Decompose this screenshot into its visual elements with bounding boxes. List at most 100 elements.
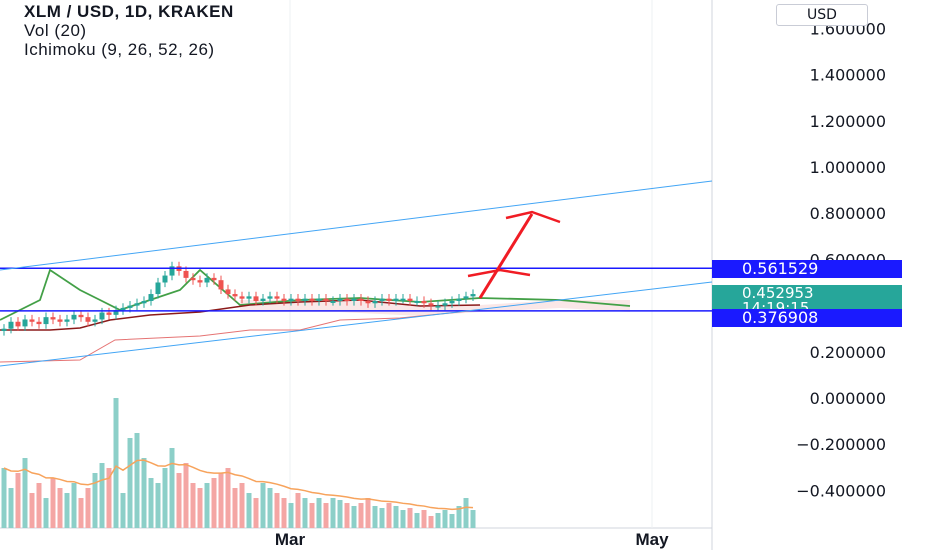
candle-body <box>190 277 196 281</box>
volume-bar <box>449 514 455 528</box>
candle-body <box>99 312 105 320</box>
ichimoku-indicator-label[interactable]: Ichimoku (9, 26, 52, 26) <box>24 40 215 59</box>
volume-bar <box>92 473 98 528</box>
volume-bar <box>78 498 84 528</box>
volume-bar <box>1 468 7 528</box>
volume-bar <box>428 516 434 528</box>
volume-bar <box>239 483 245 528</box>
volume-bar <box>316 498 322 528</box>
time-tick-label: May <box>635 530 669 549</box>
volume-bar <box>85 488 91 528</box>
candle-body <box>64 319 70 322</box>
volume-bar <box>330 498 336 528</box>
volume-bar <box>64 493 70 528</box>
volume-bar <box>393 506 399 528</box>
volume-bar <box>218 473 224 528</box>
candle-body <box>274 296 280 299</box>
volume-indicator-label[interactable]: Vol (20) <box>24 21 87 40</box>
projection-arrow-head <box>467 268 531 278</box>
volume-bar <box>120 493 126 528</box>
volume-bar <box>267 488 273 528</box>
candle-body <box>141 300 147 304</box>
candle-body <box>113 310 119 315</box>
candle-body <box>337 298 343 301</box>
candle-body <box>169 266 175 276</box>
candle-body <box>330 300 336 303</box>
candle-body <box>309 298 315 301</box>
volume-bar <box>337 500 343 528</box>
price-tick-label: −0.200000 <box>796 435 886 454</box>
volume-bar <box>155 483 161 528</box>
candle-body <box>470 294 476 297</box>
candle-body <box>281 298 287 301</box>
volume-bar <box>50 478 56 528</box>
currency-selector[interactable]: USD <box>776 4 868 26</box>
symbol-title[interactable]: XLM / USD, 1D, KRAKEN <box>24 2 234 21</box>
volume-bar <box>288 503 294 528</box>
candle-body <box>414 300 420 303</box>
price-tick-label: 0.000000 <box>810 389 886 408</box>
candle-body <box>22 319 28 327</box>
volume-bar <box>414 513 420 528</box>
volume-bar <box>22 458 28 528</box>
candle-body <box>204 277 210 283</box>
candle-body <box>365 300 371 304</box>
volume-bar <box>323 503 329 528</box>
candle-body <box>197 280 203 283</box>
candle-body <box>50 317 56 320</box>
volume-ma-line <box>3 459 474 511</box>
volume-bar <box>407 508 413 528</box>
volume-bar <box>260 483 266 528</box>
candle-body <box>29 319 35 322</box>
volume-bar <box>456 506 462 528</box>
candle-body <box>316 298 322 301</box>
volume-bar <box>8 488 14 528</box>
volume-bar <box>281 498 287 528</box>
candle-body <box>442 303 448 306</box>
volume-bar <box>148 478 154 528</box>
volume-bar <box>71 483 77 528</box>
candle-body <box>183 270 189 278</box>
chikou-span-line <box>0 268 631 321</box>
ichimoku-series <box>0 268 631 363</box>
candle-body <box>148 294 154 301</box>
candle-body <box>15 321 21 327</box>
candle-body <box>393 298 399 301</box>
candle-body <box>43 317 49 325</box>
volume-bar <box>99 463 105 528</box>
kijun-line <box>0 299 481 331</box>
time-tick-label: Mar <box>275 530 306 549</box>
volume-bar <box>309 503 315 528</box>
candle-body <box>57 319 63 322</box>
resistance-price-tag: 0.561529 <box>712 260 902 278</box>
volume-bar <box>442 510 448 528</box>
candle-body <box>1 328 7 332</box>
candle-body <box>267 296 273 299</box>
volume-bar <box>183 463 189 528</box>
volume-bar <box>36 483 42 528</box>
volume-series <box>1 398 476 528</box>
grid <box>0 0 713 550</box>
candle-body <box>134 303 140 306</box>
current-price-value: 0.452953 <box>742 284 814 302</box>
candle-body <box>463 296 469 299</box>
volume-bar <box>400 510 406 528</box>
volume-bar <box>190 483 196 528</box>
volume-bar <box>176 473 182 528</box>
upper-trend-line <box>0 180 713 271</box>
senkou-span-b-line <box>0 309 481 363</box>
candle-body <box>379 298 385 301</box>
volume-bar <box>141 458 147 528</box>
drawings[interactable] <box>0 180 713 367</box>
candle-body <box>218 280 224 290</box>
volume-bar <box>15 473 21 528</box>
candle-body <box>155 282 161 295</box>
time-axis[interactable]: Mar May <box>275 530 669 549</box>
volume-bar <box>302 498 308 528</box>
chart-legend: XLM / USD, 1D, KRAKEN Vol (20) Ichimoku … <box>24 2 234 59</box>
volume-bar <box>386 503 392 528</box>
support-price-tag: 0.376908 <box>712 309 902 327</box>
ichimoku-cloud <box>240 300 630 316</box>
volume-bar <box>43 498 49 528</box>
